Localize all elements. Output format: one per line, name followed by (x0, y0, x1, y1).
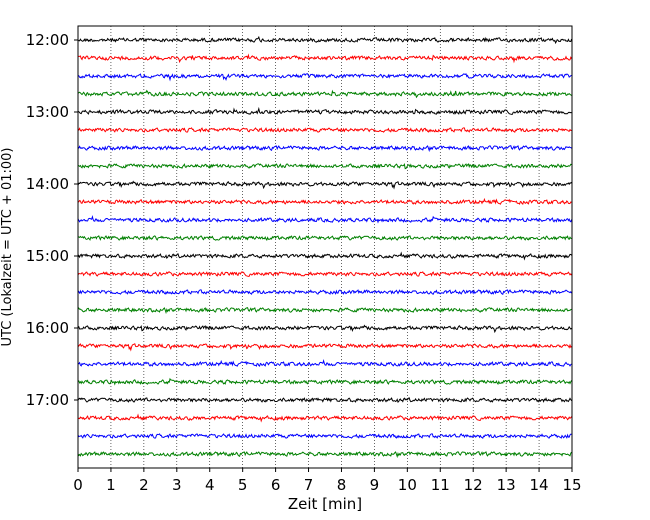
x-tick-label-0: 0 (73, 476, 83, 494)
x-tick-label-14: 14 (530, 476, 549, 494)
trace-1 (77, 53, 573, 64)
trace-16 (77, 324, 572, 334)
trace-11 (77, 235, 572, 241)
traces (77, 35, 573, 459)
y-tick-label-14:00: 14:00 (26, 175, 69, 193)
trace-17 (77, 343, 572, 352)
trace-0 (77, 35, 573, 45)
x-tick-label-13: 13 (497, 476, 516, 494)
trace-15 (77, 307, 572, 315)
trace-19 (77, 377, 573, 386)
trace-10 (77, 214, 573, 224)
x-tick-label-12: 12 (464, 476, 483, 494)
x-tick-label-10: 10 (398, 476, 417, 494)
x-tick-label-2: 2 (139, 476, 149, 494)
trace-22 (77, 433, 572, 439)
trace-13 (77, 271, 573, 277)
x-tick-label-7: 7 (304, 476, 314, 494)
trace-20 (77, 397, 573, 404)
trace-2 (77, 73, 572, 82)
x-tick-label-11: 11 (431, 476, 450, 494)
y-tick-label-17:00: 17:00 (26, 391, 69, 409)
trace-12 (77, 251, 572, 261)
x-tick-label-1: 1 (106, 476, 116, 494)
trace-4 (77, 106, 572, 115)
trace-7 (77, 163, 572, 170)
y-tick-label-15:00: 15:00 (26, 247, 69, 265)
x-tick-label-8: 8 (337, 476, 347, 494)
x-tick-label-15: 15 (562, 476, 581, 494)
y-tick-label-13:00: 13:00 (26, 103, 69, 121)
trace-18 (77, 358, 572, 367)
plot-frame (77, 25, 573, 469)
trace-6 (77, 145, 572, 153)
trace-21 (77, 413, 572, 423)
trace-9 (77, 197, 572, 205)
y-axis-label: UTC (Lokalzeit = UTC + 01:00) (0, 148, 15, 347)
trace-8 (77, 180, 572, 190)
y-tick-label-12:00: 12:00 (26, 31, 69, 49)
trace-3 (77, 89, 572, 99)
x-axis-label: Zeit [min] (288, 495, 362, 513)
x-tick-label-6: 6 (271, 476, 281, 494)
trace-5 (77, 127, 572, 133)
x-tick-label-5: 5 (238, 476, 248, 494)
trace-23 (77, 451, 572, 459)
x-axis-ticks: 0 1 2 3 4 5 6 7 8 9 10 11 12 13 14 15 (73, 468, 582, 494)
y-axis-ticks: 12:00 13:00 14:00 15:00 16:00 17:00 (26, 31, 78, 409)
x-tick-label-9: 9 (370, 476, 380, 494)
x-tick-label-3: 3 (172, 476, 182, 494)
trace-14 (77, 289, 573, 295)
y-tick-label-16:00: 16:00 (26, 319, 69, 337)
x-tick-label-4: 4 (205, 476, 215, 494)
